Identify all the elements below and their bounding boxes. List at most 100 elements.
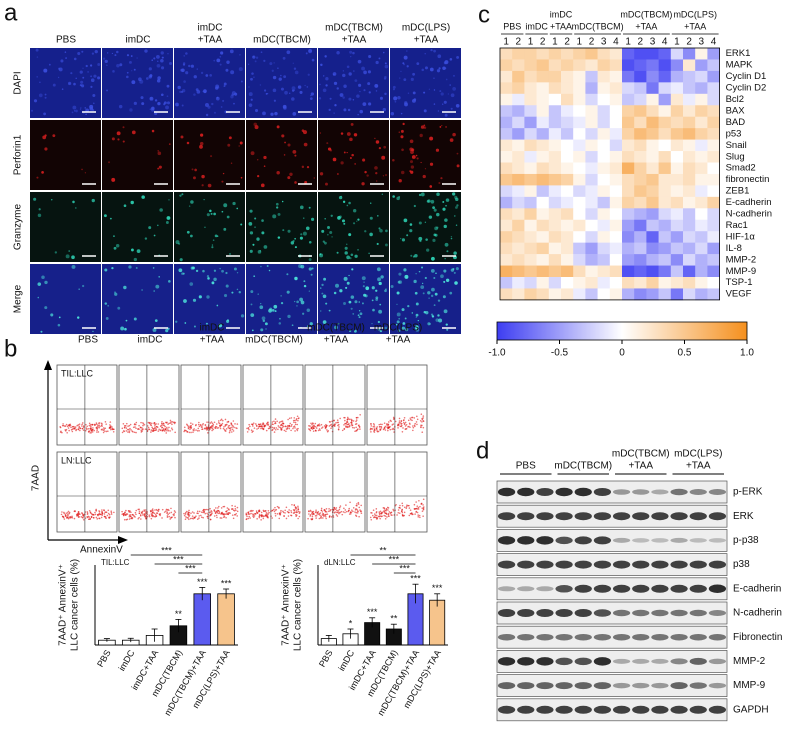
event xyxy=(297,507,299,509)
event xyxy=(151,518,153,520)
speckle xyxy=(351,268,353,270)
event xyxy=(150,513,152,515)
band xyxy=(670,706,687,714)
heat-cell xyxy=(707,48,720,60)
event xyxy=(64,425,66,427)
event xyxy=(157,512,159,514)
speckle xyxy=(241,314,244,317)
event xyxy=(167,514,169,516)
speckle xyxy=(33,198,36,201)
band xyxy=(632,683,649,689)
band xyxy=(517,706,534,714)
event xyxy=(259,509,261,511)
event xyxy=(319,425,321,427)
heat-cell xyxy=(585,208,598,220)
event xyxy=(123,513,125,515)
speckle xyxy=(374,166,378,170)
replicate-label: 1 xyxy=(625,37,631,48)
speckle xyxy=(161,66,164,69)
heat-cell xyxy=(573,48,586,60)
event xyxy=(387,507,389,509)
heat-cell xyxy=(695,243,708,255)
heat-cell xyxy=(573,254,586,266)
speckle xyxy=(381,156,385,160)
row-label: BAX xyxy=(726,105,746,116)
event xyxy=(260,519,262,521)
heat-cell xyxy=(500,94,513,106)
heat-cell xyxy=(573,140,586,152)
heat-cell xyxy=(585,231,598,243)
event xyxy=(416,416,418,418)
speckle xyxy=(221,106,223,108)
event xyxy=(401,503,403,505)
event xyxy=(218,427,220,429)
heat-cell xyxy=(610,220,623,232)
heat-cell xyxy=(512,185,525,197)
speckle xyxy=(66,254,70,258)
heat-cell xyxy=(573,266,586,278)
speckle xyxy=(185,52,188,55)
event xyxy=(344,509,346,511)
speckle xyxy=(223,173,224,174)
comparison-label: *** xyxy=(185,563,196,573)
speckle xyxy=(319,84,320,85)
event xyxy=(340,505,342,507)
speckle xyxy=(134,318,137,321)
speckle xyxy=(421,162,422,163)
heat-cell xyxy=(512,220,525,232)
speckle xyxy=(212,244,214,246)
speckle xyxy=(375,296,378,299)
event xyxy=(272,427,274,429)
event xyxy=(392,509,394,511)
event xyxy=(129,425,131,427)
speckle xyxy=(379,229,383,233)
event xyxy=(291,504,293,506)
band xyxy=(555,634,572,641)
speckle xyxy=(308,74,310,76)
event xyxy=(273,428,275,430)
y-axis-label: 7AAD⁺ AnnexinV⁺ xyxy=(58,564,69,646)
event xyxy=(319,429,321,431)
speckle xyxy=(438,182,440,184)
speckle xyxy=(410,255,412,257)
speckle xyxy=(111,267,113,269)
speckle xyxy=(309,207,311,209)
heat-cell xyxy=(561,105,574,117)
heat-cell xyxy=(598,231,611,243)
row-label: DAPI xyxy=(13,71,24,94)
speckle xyxy=(431,288,435,292)
speckle xyxy=(223,228,226,231)
arrow-head xyxy=(44,360,52,370)
speckle xyxy=(430,163,433,166)
column-label: +TAA xyxy=(550,21,572,31)
speckle xyxy=(309,258,312,261)
event xyxy=(78,427,80,429)
band xyxy=(709,585,726,594)
replicate-label: 3 xyxy=(601,37,607,48)
column-label: +TAA xyxy=(324,335,349,346)
speckle xyxy=(31,110,33,112)
speckle xyxy=(363,71,367,75)
heat-cell xyxy=(598,59,611,71)
event xyxy=(266,512,268,514)
band xyxy=(709,634,726,641)
band xyxy=(536,706,553,714)
event xyxy=(109,427,111,429)
event xyxy=(87,513,89,515)
speckle xyxy=(354,163,356,165)
event xyxy=(97,424,99,426)
column-label: imDC xyxy=(138,335,163,346)
speckle xyxy=(80,107,81,108)
speckle xyxy=(175,103,179,107)
heat-cell xyxy=(500,266,513,278)
speckle xyxy=(303,217,304,218)
speckle xyxy=(320,287,321,288)
heat-cell xyxy=(598,117,611,129)
speckle xyxy=(179,194,181,196)
speckle xyxy=(351,154,354,157)
event xyxy=(263,428,265,430)
speckle xyxy=(128,265,131,268)
event xyxy=(273,509,275,511)
event xyxy=(149,422,151,424)
event xyxy=(190,425,192,427)
